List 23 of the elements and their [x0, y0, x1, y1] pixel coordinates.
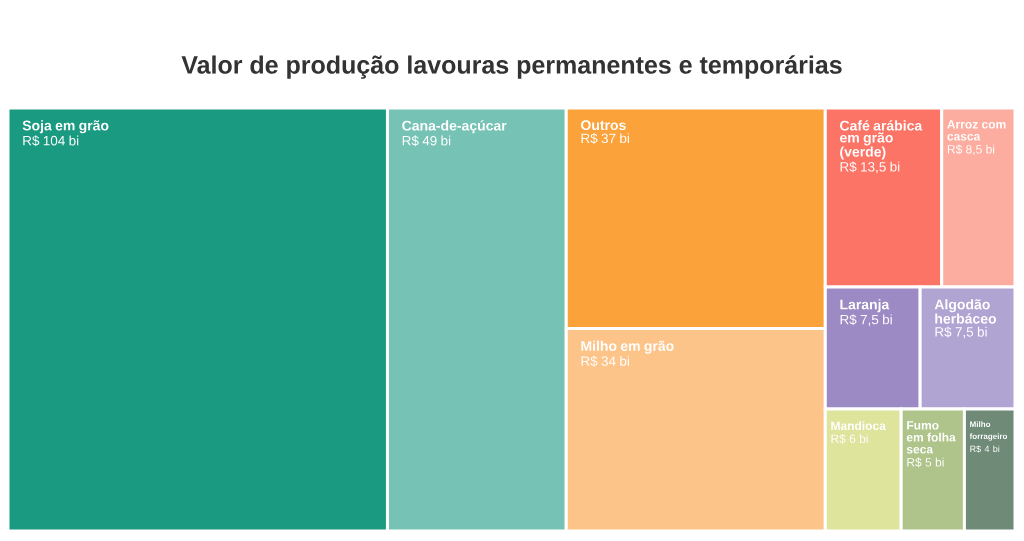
category-label: Algodão herbáceo	[934, 299, 997, 324]
data-label: R$ 8,5 bi	[947, 144, 995, 155]
category-label: Mandioca	[831, 421, 886, 430]
category-label: Soja em grão	[22, 120, 109, 134]
category-label: Outros	[581, 120, 626, 131]
data-label: R$ 5 bi	[907, 457, 944, 468]
category-label: Laranja	[840, 299, 890, 313]
data-label: R$ 4 bi	[970, 445, 1000, 453]
text: Valor de produção lavouras permanentes e temporárias	[181, 55, 842, 79]
category-label: Fumo em folha seca	[906, 421, 956, 454]
category-label: Café arábica em grão (verde)	[840, 120, 923, 160]
data-label: R$ 104 bi	[23, 135, 79, 147]
category-label: Arroz com casca	[947, 120, 1006, 141]
data-label: R$ 7,5 bi	[840, 314, 892, 326]
category-label: Cana-de-açúcar	[402, 120, 507, 134]
data-label: R$ 49 bi	[402, 135, 451, 147]
data-label: R$ 7,5 bi	[935, 326, 987, 339]
data-label: R$ 13,5 bi	[840, 161, 900, 174]
category-label: Milho em grão	[581, 340, 674, 354]
data-label: R$ 34 bi	[581, 355, 629, 367]
data-label: R$ 37 bi	[581, 132, 629, 144]
data-label: R$ 6 bi	[831, 434, 868, 444]
category-label: Milho forrageiro	[969, 421, 1008, 441]
